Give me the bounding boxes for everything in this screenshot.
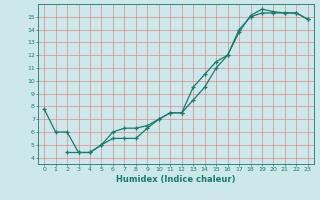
X-axis label: Humidex (Indice chaleur): Humidex (Indice chaleur) <box>116 175 236 184</box>
